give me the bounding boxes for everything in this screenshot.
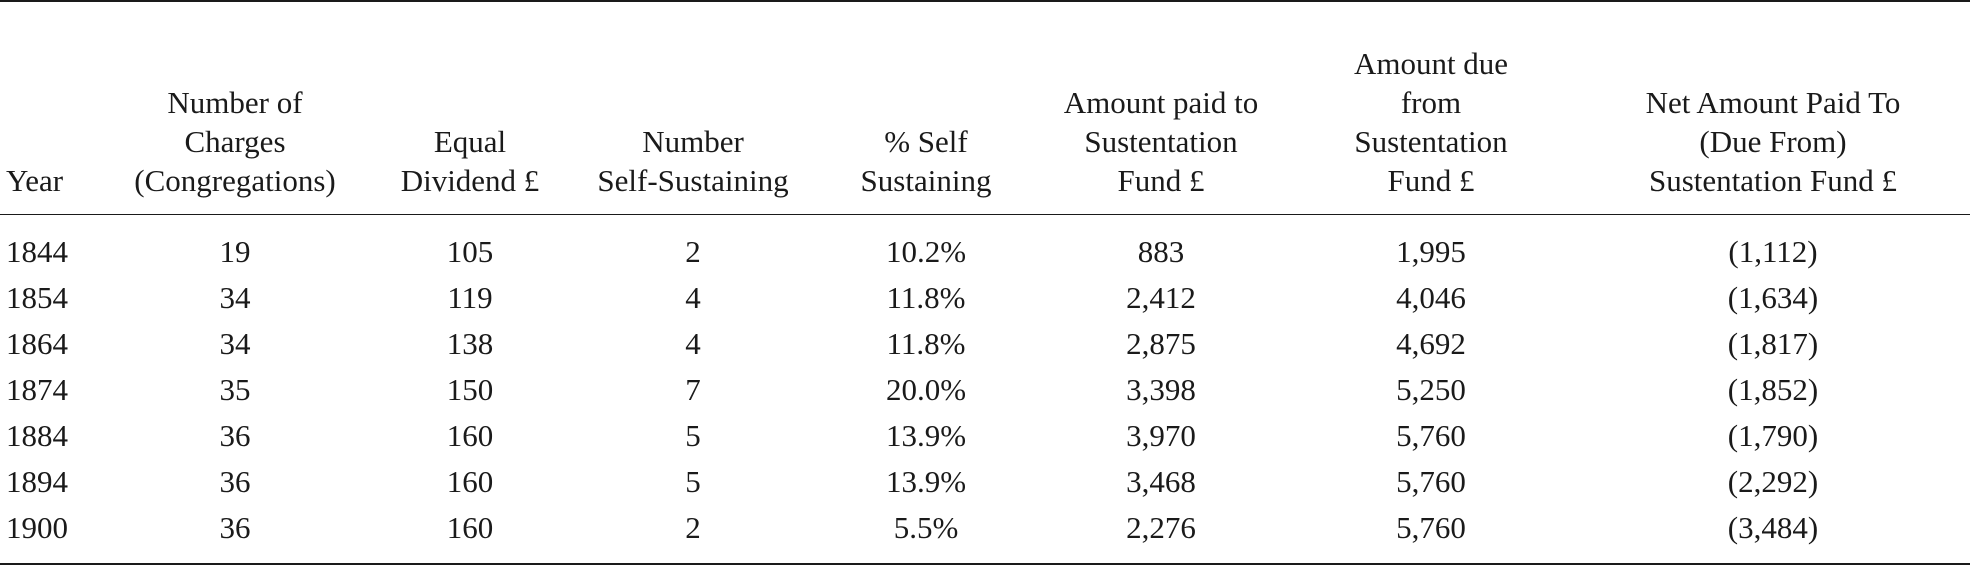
cell-number-self-sustaining: 4: [685, 280, 701, 315]
cell-amount-paid: 3,398: [1126, 372, 1196, 407]
cell-equal-dividend: 160: [446, 418, 494, 453]
table-row: 1854 34 119 4 11.8% 2,412 4,046 (1,634): [0, 275, 1970, 321]
table-header: Year Number of Charges (Congregations) E…: [0, 0, 1970, 215]
cell-amount-due: 1,995: [1396, 234, 1466, 269]
table-body: 1844 19 105 2 10.2% 883 1,995 (1,112) 18…: [0, 214, 1970, 565]
column-header-percent-self-sustaining: % Self Sustaining: [816, 0, 1036, 215]
cell-year: 1900: [0, 504, 100, 565]
cell-number-of-charges: 36: [100, 504, 370, 565]
table-row: 1874 35 150 7 20.0% 3,398 5,250 (1,852): [0, 367, 1970, 413]
cell-amount-due: 4,692: [1396, 326, 1466, 361]
cell-net-amount: (1,634): [1727, 280, 1819, 315]
cell-equal-dividend: 105: [446, 234, 494, 269]
header-row: Year Number of Charges (Congregations) E…: [0, 0, 1970, 215]
cell-equal-dividend: 160: [446, 464, 494, 499]
cell-number-of-charges: 36: [219, 418, 251, 453]
cell-number-self-sustaining: 7: [685, 372, 701, 407]
cell-amount-due: 4,046: [1396, 280, 1466, 315]
cell-number-of-charges: 34: [219, 326, 251, 361]
table-row: 1894 36 160 5 13.9% 3,468 5,760 (2,292): [0, 459, 1970, 505]
cell-number-of-charges: 34: [219, 280, 251, 315]
cell-amount-paid: 2,276: [1036, 504, 1286, 565]
cell-amount-paid: 2,412: [1126, 280, 1196, 315]
cell-amount-due: 5,760: [1396, 464, 1466, 499]
cell-amount-paid: 2,875: [1126, 326, 1196, 361]
cell-year: 1864: [6, 326, 68, 361]
cell-net-amount: (1,817): [1727, 326, 1819, 361]
table-row: 1844 19 105 2 10.2% 883 1,995 (1,112): [0, 214, 1970, 275]
cell-number-of-charges: 35: [219, 372, 251, 407]
cell-equal-dividend: 150: [446, 372, 494, 407]
cell-number-of-charges: 19: [219, 234, 251, 269]
cell-amount-due: 5,760: [1286, 504, 1576, 565]
cell-percent-self-sustaining: 13.9%: [885, 464, 967, 499]
cell-year: 1844: [6, 234, 68, 269]
cell-year: 1854: [6, 280, 68, 315]
table-row: 1864 34 138 4 11.8% 2,875 4,692 (1,817): [0, 321, 1970, 367]
column-header-amount-paid: Amount paid to Sustentation Fund £: [1036, 0, 1286, 215]
column-header-net-amount: Net Amount Paid To (Due From) Sustentati…: [1576, 0, 1970, 215]
cell-number-self-sustaining: 4: [685, 326, 701, 361]
cell-net-amount: (1,112): [1728, 234, 1818, 269]
cell-equal-dividend: 138: [446, 326, 494, 361]
cell-number-self-sustaining: 5: [685, 464, 701, 499]
column-header-equal-dividend: Equal Dividend £: [370, 0, 570, 215]
cell-number-of-charges: 36: [219, 464, 251, 499]
cell-percent-self-sustaining: 13.9%: [885, 418, 967, 453]
column-header-number-self-sustaining: Number Self-Sustaining: [570, 0, 816, 215]
table-row: 1900 36 160 2 5.5% 2,276 5,760 (3,484): [0, 504, 1970, 565]
column-header-number-of-charges: Number of Charges (Congregations): [100, 0, 370, 215]
cell-year: 1894: [6, 464, 68, 499]
cell-net-amount: (1,852): [1727, 372, 1819, 407]
cell-percent-self-sustaining: 11.8%: [886, 326, 966, 361]
column-header-year: Year: [0, 0, 100, 215]
cell-net-amount: (2,292): [1727, 464, 1819, 499]
cell-amount-due: 5,250: [1396, 372, 1466, 407]
cell-percent-self-sustaining: 5.5%: [816, 504, 1036, 565]
cell-amount-paid: 3,970: [1126, 418, 1196, 453]
cell-percent-self-sustaining: 20.0%: [885, 372, 967, 407]
table-row: 1884 36 160 5 13.9% 3,970 5,760 (1,790): [0, 413, 1970, 459]
cell-percent-self-sustaining: 10.2%: [885, 234, 967, 269]
cell-equal-dividend: 160: [370, 504, 570, 565]
cell-amount-due: 5,760: [1396, 418, 1466, 453]
column-header-amount-due: Amount due from Sustentation Fund £: [1286, 0, 1576, 215]
cell-year: 1884: [6, 418, 68, 453]
cell-number-self-sustaining: 2: [685, 234, 701, 269]
cell-number-self-sustaining: 5: [685, 418, 701, 453]
cell-equal-dividend: 119: [447, 280, 493, 315]
cell-year: 1874: [6, 372, 68, 407]
cell-number-self-sustaining: 2: [570, 504, 816, 565]
cell-amount-paid: 883: [1137, 234, 1185, 269]
cell-percent-self-sustaining: 11.8%: [886, 280, 966, 315]
cell-net-amount: (1,790): [1727, 418, 1819, 453]
cell-amount-paid: 3,468: [1126, 464, 1196, 499]
cell-net-amount: (3,484): [1576, 504, 1970, 565]
